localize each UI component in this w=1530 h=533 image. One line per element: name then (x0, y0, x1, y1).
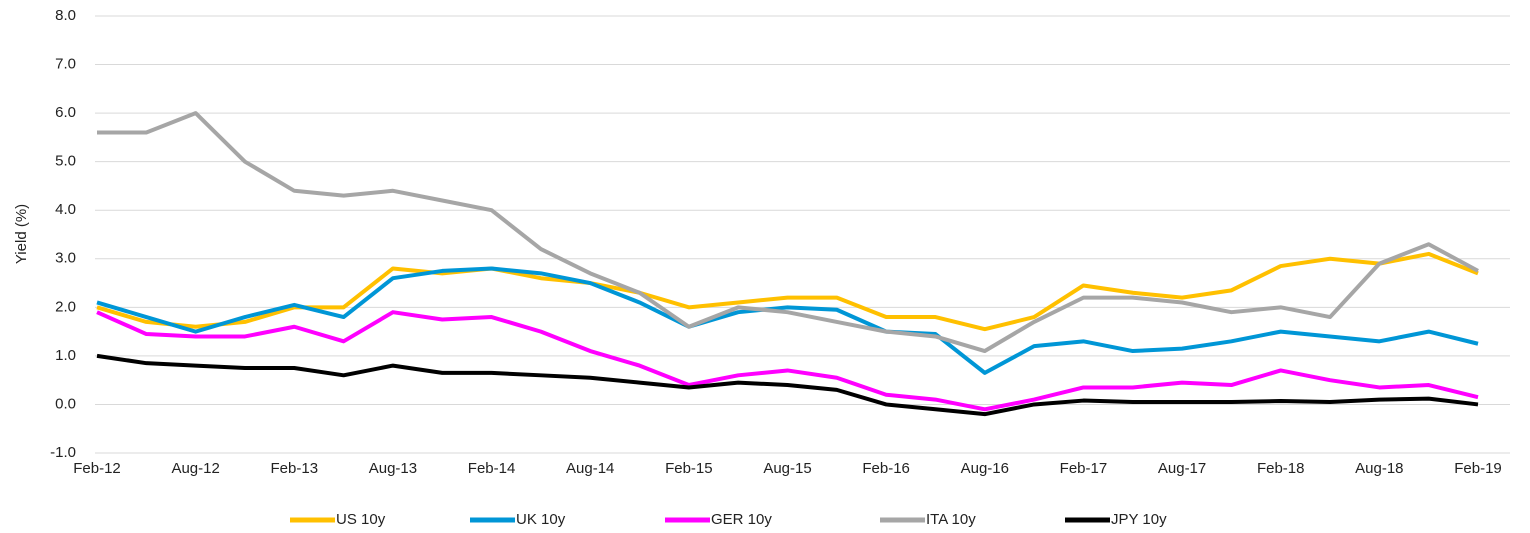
x-tick-label: Feb-18 (1257, 460, 1305, 477)
x-tick-label: Aug-13 (369, 460, 417, 477)
x-tick-label: Feb-17 (1060, 460, 1108, 477)
x-tick-label: Feb-12 (73, 460, 121, 477)
y-tick-label: 1.0 (55, 347, 76, 364)
series-line (96, 353, 1479, 417)
x-tick-label: Aug-15 (763, 460, 811, 477)
x-tick-label: Aug-17 (1158, 460, 1206, 477)
series-line (97, 111, 1479, 354)
y-tick-label: 5.0 (55, 153, 76, 170)
y-tick-label: 6.0 (55, 104, 76, 121)
y-tick-label: 0.0 (55, 395, 76, 412)
x-tick-label: Aug-14 (566, 460, 614, 477)
x-tick-label: Aug-12 (171, 460, 219, 477)
y-tick-label: 7.0 (55, 56, 76, 73)
y-tick-label: -1.0 (50, 444, 76, 461)
series-line (96, 266, 1479, 375)
legend-label: UK 10y (516, 511, 566, 528)
y-tick-label: 8.0 (55, 7, 76, 24)
x-tick-label: Feb-14 (468, 460, 516, 477)
x-tick-label: Feb-19 (1454, 460, 1502, 477)
x-tick-label: Aug-18 (1355, 460, 1403, 477)
legend-label: ITA 10y (926, 511, 976, 528)
x-tick-label: Feb-13 (271, 460, 319, 477)
legend-label: US 10y (336, 511, 386, 528)
series-line (96, 310, 1479, 412)
y-tick-label: 3.0 (55, 250, 76, 267)
x-tick-label: Aug-16 (961, 460, 1009, 477)
y-tick-label: 2.0 (55, 298, 76, 315)
legend-label: GER 10y (711, 511, 772, 528)
x-tick-label: Feb-16 (862, 460, 910, 477)
series-line (96, 251, 1479, 332)
y-axis-label: Yield (%) (13, 204, 30, 264)
x-tick-label: Feb-15 (665, 460, 713, 477)
legend-label: JPY 10y (1111, 511, 1167, 528)
y-tick-label: 4.0 (55, 201, 76, 218)
